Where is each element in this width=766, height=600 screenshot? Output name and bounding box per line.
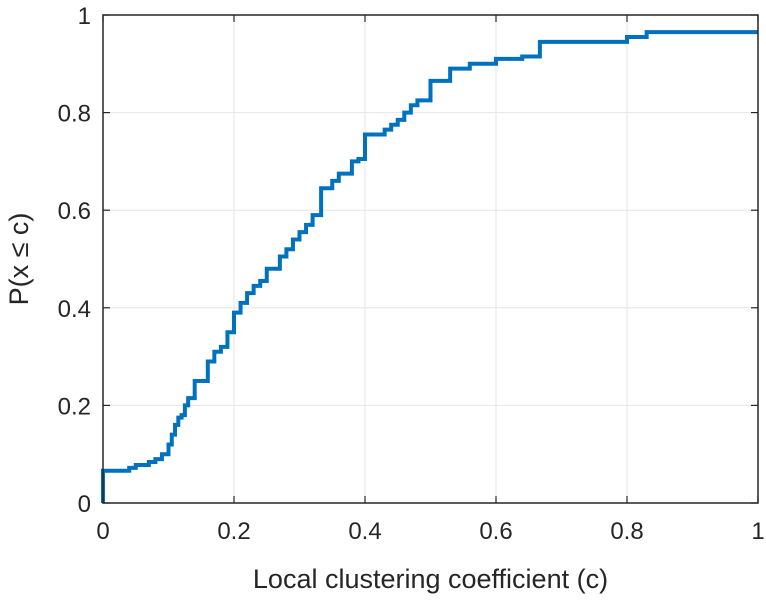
x-tick-label: 0.6 — [479, 518, 512, 545]
y-tick-labels: 0 0.2 0.4 0.6 0.8 1 — [58, 3, 91, 518]
y-tick-label: 0 — [78, 491, 91, 518]
y-tick-label: 0.2 — [58, 393, 91, 420]
y-tick-label: 0.4 — [58, 296, 91, 323]
x-tick-label: 1 — [751, 518, 764, 545]
x-tick-label: 0 — [96, 518, 109, 545]
x-axis-label: Local clustering coefficient (c) — [253, 564, 608, 594]
y-axis-label: P(x ≤ c) — [4, 213, 34, 306]
x-tick-labels: 0 0.2 0.4 0.6 0.8 1 — [96, 518, 764, 545]
axes-box — [102, 14, 759, 504]
tick-marks — [102, 14, 759, 504]
x-tick-label: 0.4 — [348, 518, 381, 545]
y-tick-label: 1 — [78, 3, 91, 30]
y-tick-label: 0.8 — [58, 101, 91, 128]
x-tick-label: 0.2 — [217, 518, 250, 545]
x-tick-label: 0.8 — [610, 518, 643, 545]
series-layer — [101, 30, 758, 503]
y-tick-label: 0.6 — [58, 198, 91, 225]
cdf-series-line — [101, 30, 758, 503]
